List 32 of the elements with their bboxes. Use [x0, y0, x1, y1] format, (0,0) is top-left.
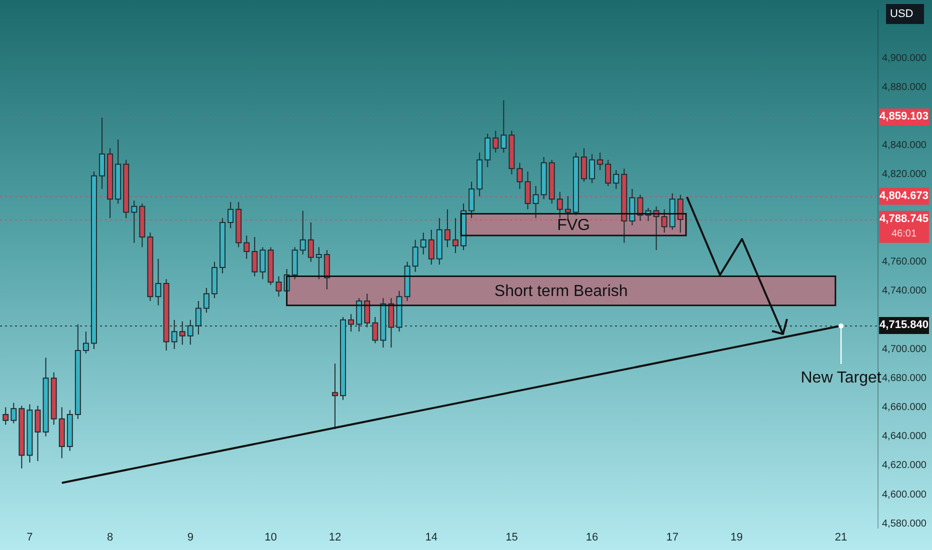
y-tick-label: 4,600.000	[882, 489, 927, 500]
y-tick-label: 4,820.000	[882, 169, 927, 180]
annotation: New Target	[800, 369, 882, 386]
ref-line-label: 4,859.103	[880, 110, 928, 123]
ref-line-label: 4,715.840	[880, 319, 928, 332]
y-axis-title: USD	[890, 8, 914, 20]
x-tick-label: 21	[834, 532, 848, 544]
x-tick-label: 17	[666, 532, 678, 544]
x-tick-label: 12	[328, 532, 342, 544]
band-label: Short term Bearish	[494, 283, 628, 300]
x-tick-label: 15	[506, 532, 518, 544]
y-tick-label: 4,640.000	[882, 431, 927, 442]
x-tick-label: 16	[586, 532, 598, 544]
y-tick-label: 4,740.000	[882, 286, 927, 297]
y-tick-label: 4,900.000	[882, 52, 927, 64]
x-tick-label: 10	[264, 532, 277, 544]
y-tick-label: 4,760.000	[882, 256, 927, 268]
x-tick-label: 8	[106, 532, 114, 544]
y-tick-label: 4,660.000	[882, 402, 927, 413]
y-tick-label: 4,700.000	[882, 344, 927, 355]
y-tick-label: 4,840.000	[882, 140, 927, 152]
ref-line-label: 4,804.673	[880, 190, 928, 202]
x-tick-label: 14	[425, 532, 438, 544]
y-tick-label: 4,580.000	[882, 518, 927, 530]
x-tick-label: 7	[26, 532, 33, 544]
x-tick-label: 9	[187, 532, 194, 544]
y-tick-label: 4,680.000	[882, 372, 927, 384]
band-label: FVG	[557, 217, 590, 234]
y-tick-label: 4,880.000	[882, 82, 927, 93]
ref-line-label: 4,788.745 46:01	[880, 212, 928, 240]
x-tick-label: 19	[730, 532, 743, 544]
y-tick-label: 4,620.000	[882, 460, 927, 472]
